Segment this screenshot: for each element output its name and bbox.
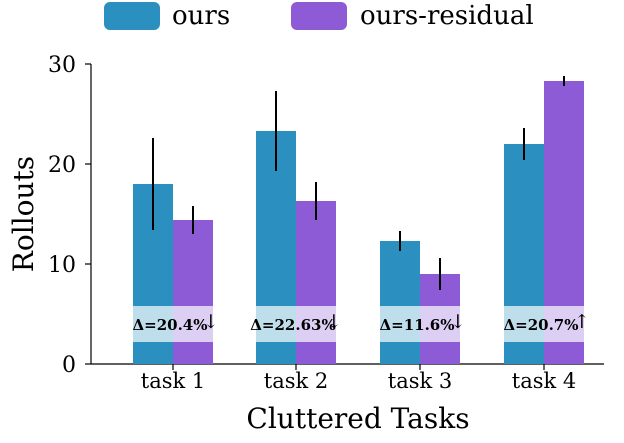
x-tick-label-4: task 4 (512, 369, 577, 393)
legend-swatch-ours-residual (291, 2, 347, 30)
annotation-band-1 (133, 306, 213, 342)
bar-ours-3 (380, 241, 420, 364)
legend-label-ours: ours (172, 1, 230, 31)
annotation-arrow-4: ↑ (574, 311, 590, 333)
y-tick-label-10: 10 (48, 253, 76, 278)
x-tick-label-2: task 2 (264, 369, 329, 393)
annotation-label-3: Δ=11.6% (380, 316, 455, 334)
x-tick-label-3: task 3 (388, 369, 453, 393)
x-tick-label-1: task 1 (141, 369, 206, 393)
bar-ours-residual-1 (173, 220, 213, 364)
annotation-label-4: Δ=20.7% (504, 316, 579, 334)
y-tick-label-20: 20 (48, 153, 76, 178)
y-axis-label: Rollouts (7, 156, 40, 272)
annotation-arrow-2: ↓ (326, 311, 342, 333)
legend: ours ours-residual (104, 1, 534, 31)
y-tick-label-0: 0 (62, 353, 76, 378)
annotation-arrow-3: ↓ (450, 311, 466, 333)
annotation-band-3 (380, 306, 460, 342)
annotation-band-4 (504, 306, 584, 342)
annotation-band-2 (256, 306, 336, 342)
annotation-label-1: Δ=20.4% (133, 316, 208, 334)
annotation-label-2: Δ=22.63% (250, 316, 335, 334)
y-tick-label-30: 30 (48, 53, 76, 78)
legend-label-ours-residual: ours-residual (360, 1, 534, 31)
annotation-arrow-1: ↓ (203, 311, 219, 333)
legend-swatch-ours (104, 2, 160, 30)
x-axis-label: Cluttered Tasks (246, 402, 469, 435)
